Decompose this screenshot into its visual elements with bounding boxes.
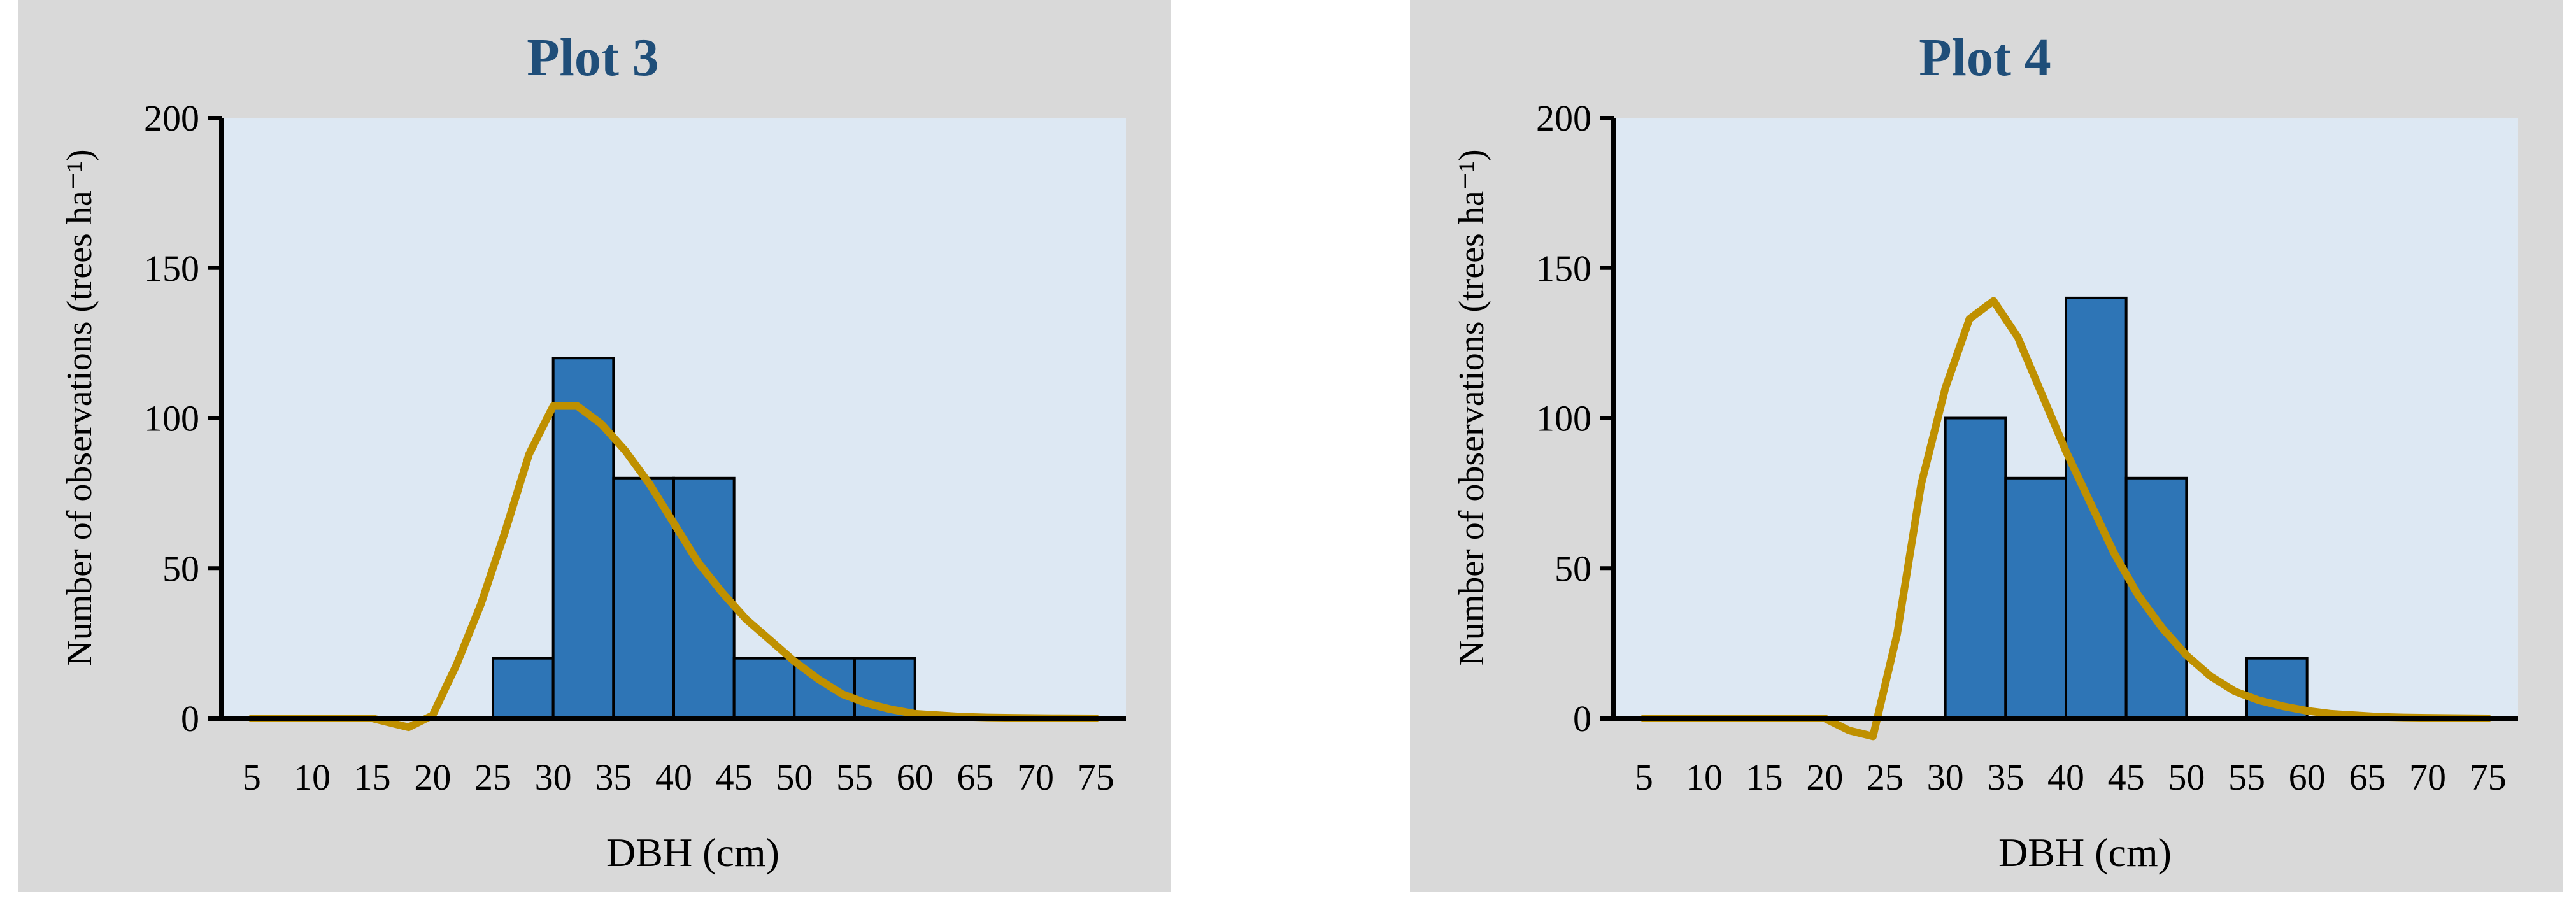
x-tick-label: 30 [535, 757, 572, 798]
chart-svg-plot-4: Plot 4 DBH (cm) Number of observations (… [1452, 28, 2518, 875]
x-tick-label: 50 [2168, 757, 2205, 798]
x-tick-label: 25 [1867, 757, 1904, 798]
y-axis-title: Number of observations (trees ha⁻¹) [1452, 149, 1491, 665]
x-tick-label: 50 [776, 757, 813, 798]
bar [551, 357, 615, 720]
x-tick-label: 25 [474, 757, 511, 798]
chart-panel-plot-3: Plot 3 DBH (cm) Number of observations (… [18, 0, 1171, 892]
x-tick-label: 60 [897, 757, 934, 798]
x-tick-label: 15 [1746, 757, 1783, 798]
x-tick-label: 55 [836, 757, 873, 798]
x-tick-label: 5 [1635, 757, 1653, 798]
y-tick-label: 100 [1536, 398, 1591, 439]
x-tick-label: 20 [1806, 757, 1843, 798]
x-tick-label: 65 [957, 757, 993, 798]
x-tick-label: 70 [1017, 757, 1054, 798]
y-tick-label: 0 [181, 698, 199, 739]
x-tick-label: 30 [1927, 757, 1964, 798]
chart-title: Plot 3 [527, 28, 659, 87]
x-tick-label: 45 [2108, 757, 2145, 798]
x-tick-label: 65 [2349, 757, 2386, 798]
bar [2124, 476, 2188, 720]
y-tick-label: 200 [1536, 97, 1591, 139]
x-tick-label: 75 [2470, 757, 2507, 798]
x-tick-label: 60 [2289, 757, 2326, 798]
y-tick-label: 0 [1573, 698, 1591, 739]
bar [2004, 476, 2067, 720]
x-tick-label: 5 [243, 757, 261, 798]
chart-svg-plot-3: Plot 3 DBH (cm) Number of observations (… [60, 28, 1126, 875]
x-axis-title: DBH (cm) [1998, 830, 2172, 875]
x-tick-label: 45 [716, 757, 753, 798]
bar [1944, 416, 2007, 720]
chart-panel-plot-4: Plot 4 DBH (cm) Number of observations (… [1410, 0, 2563, 892]
x-tick-label: 20 [414, 757, 451, 798]
x-tick-label: 75 [1078, 757, 1114, 798]
fitted-curve [1640, 297, 2492, 741]
chart-title: Plot 4 [1919, 28, 2051, 87]
x-tick-label: 40 [2047, 757, 2084, 798]
x-tick-label: 55 [2228, 757, 2265, 798]
x-tick-label: 10 [1686, 757, 1723, 798]
x-axis-title: DBH (cm) [606, 830, 779, 875]
x-tick-label: 35 [595, 757, 632, 798]
y-tick-label: 50 [162, 548, 199, 589]
y-tick-label: 200 [144, 97, 199, 139]
x-tick-label: 40 [655, 757, 692, 798]
y-tick-label: 50 [1555, 548, 1591, 589]
y-tick-label: 150 [1536, 248, 1591, 289]
x-tick-label: 35 [1987, 757, 2024, 798]
x-tick-label: 10 [294, 757, 331, 798]
y-tick-label: 100 [144, 398, 199, 439]
y-axis-title: Number of observations (trees ha⁻¹) [60, 149, 99, 665]
x-tick-label: 70 [2409, 757, 2446, 798]
y-tick-label: 150 [144, 248, 199, 289]
bar [492, 657, 555, 720]
x-tick-label: 15 [354, 757, 391, 798]
bar [732, 657, 796, 720]
